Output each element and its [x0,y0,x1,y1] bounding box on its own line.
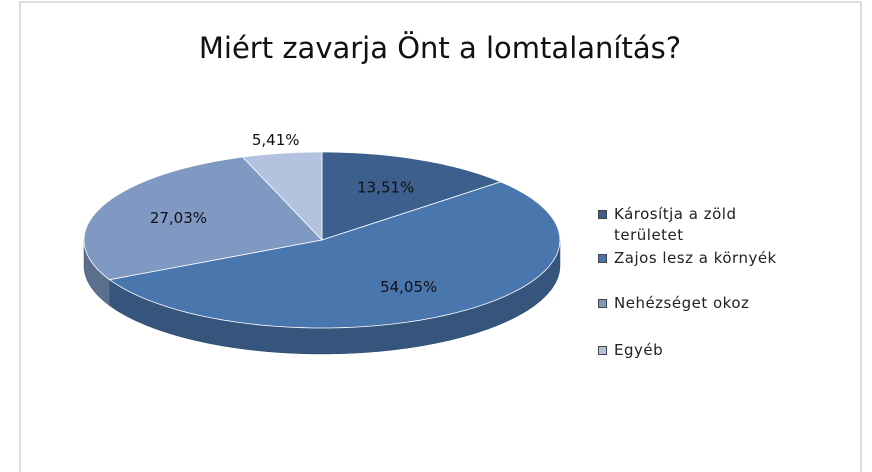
slice [321,151,502,241]
data-label: 5,41% [252,131,300,149]
data-label: 27,03% [150,209,207,227]
legend-item: Károsítja a zöld területet [598,204,798,246]
pie: 13,51% 54,05% 27,03% 5,41% [83,131,561,355]
legend-item: Nehézséget okoz [598,293,798,314]
slice [108,181,561,329]
legend-swatch [598,299,607,308]
legend-swatch [598,346,607,355]
data-label: 13,51% [357,178,414,196]
legend-swatch [598,254,607,263]
slice [241,151,323,241]
chart-title: Miért zavarja Önt a lomtalanítás? [199,31,681,65]
legend-label: Zajos lesz a környék [614,249,777,267]
legend-label: Nehézséget okoz [614,294,750,312]
legend-label: Egyéb [614,341,664,359]
data-label: 54,05% [380,278,437,296]
legend-swatch [598,210,607,219]
legend-label: Károsítja a zöld területet [614,205,737,244]
slice [83,156,323,281]
legend: Károsítja a zöld területet Zajos lesz a k… [598,204,798,361]
legend-item: Egyéb [598,340,798,361]
legend-item: Zajos lesz a környék [598,248,798,269]
